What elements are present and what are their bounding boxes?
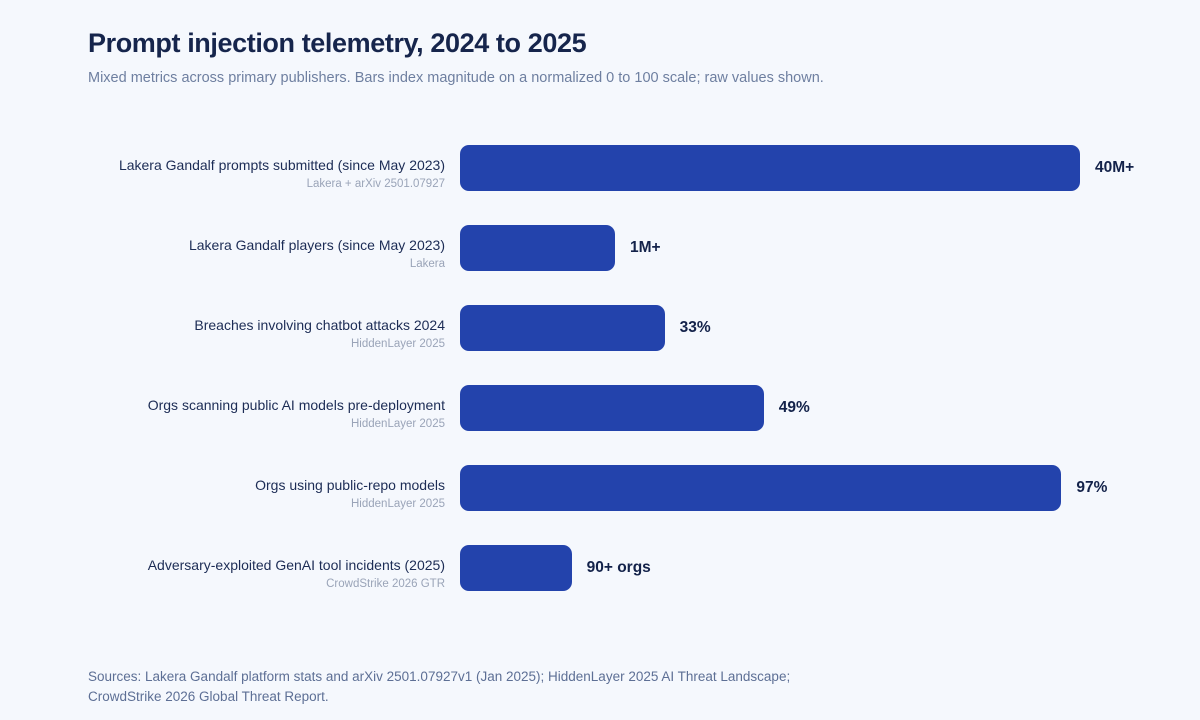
bar-row: Orgs using public-repo models HiddenLaye… [80, 448, 1140, 528]
bar-category-label: Lakera Gandalf players (since May 2023) [188, 236, 445, 253]
bar-label-block: Lakera Gandalf prompts submitted (since … [80, 157, 460, 190]
bar-source-label: Lakera + arXiv 2501.07927 [306, 177, 445, 190]
bar-row: Adversary-exploited GenAI tool incidents… [80, 528, 1140, 608]
chart-header: Prompt injection telemetry, 2024 to 2025… [88, 28, 1128, 86]
bar-category-label: Breaches involving chatbot attacks 2024 [194, 316, 445, 333]
bar-value-label: 49% [778, 399, 810, 416]
bar [460, 225, 615, 271]
bar [460, 145, 1080, 191]
bar-category-label: Lakera Gandalf prompts submitted (since … [118, 156, 445, 173]
bar-value-label: 1M+ [630, 239, 661, 256]
bar-source-label: HiddenLayer 2025 [351, 417, 445, 430]
bar-label-block: Lakera Gandalf players (since May 2023) … [80, 237, 460, 270]
bar-category-label: Orgs using public-repo models [255, 476, 445, 493]
bar-label-block: Orgs scanning public AI models pre-deplo… [80, 397, 460, 430]
bar-source-label: HiddenLayer 2025 [351, 497, 445, 510]
bar-source-label: HiddenLayer 2025 [351, 337, 445, 350]
bar [460, 385, 764, 431]
footer-line-2: CrowdStrike 2026 Global Threat Report. [88, 689, 329, 704]
bar-row: Lakera Gandalf players (since May 2023) … [80, 208, 1140, 288]
bar-source-label: Lakera [409, 257, 445, 270]
page-title: Prompt injection telemetry, 2024 to 2025 [88, 28, 587, 58]
bar-row: Breaches involving chatbot attacks 2024 … [80, 288, 1140, 368]
bar-chart-rows: Lakera Gandalf prompts submitted (since … [80, 128, 1140, 608]
bar-value-label: 33% [679, 319, 711, 336]
bar-category-label: Orgs scanning public AI models pre-deplo… [147, 396, 445, 413]
bar-row: Orgs scanning public AI models pre-deplo… [80, 368, 1140, 448]
bar [460, 465, 1062, 511]
bar-value-label: 97% [1076, 479, 1108, 496]
footer-note: Sources: Lakera Gandalf platform stats a… [88, 667, 790, 707]
bar-label-block: Breaches involving chatbot attacks 2024 … [80, 317, 460, 350]
bar [460, 545, 572, 591]
bar-row: Lakera Gandalf prompts submitted (since … [80, 128, 1140, 208]
chart-subtitle: Mixed metrics across primary publishers.… [88, 70, 824, 86]
bar-value-label: 90+ orgs [586, 559, 651, 576]
footer-line-1: Sources: Lakera Gandalf platform stats a… [88, 669, 791, 684]
bar [460, 305, 665, 351]
bar-value-label: 40M+ [1095, 159, 1135, 176]
bar-label-block: Orgs using public-repo models HiddenLaye… [80, 477, 460, 510]
bar-source-label: CrowdStrike 2026 GTR [326, 577, 445, 590]
bar-category-label: Adversary-exploited GenAI tool incidents… [147, 556, 445, 573]
bar-label-block: Adversary-exploited GenAI tool incidents… [80, 557, 460, 590]
